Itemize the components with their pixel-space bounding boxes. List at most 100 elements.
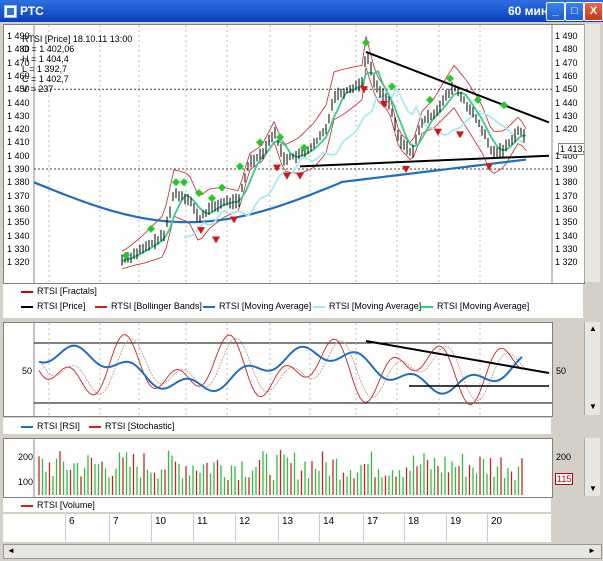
fractal-up-marker bbox=[172, 178, 180, 187]
fractal-up-marker bbox=[208, 194, 216, 203]
close-button[interactable]: X bbox=[584, 2, 603, 21]
osc-scrollbar[interactable]: ▲ ▼ bbox=[584, 322, 600, 415]
date-separator bbox=[319, 514, 320, 542]
osc-axis-right: 50 bbox=[556, 366, 567, 376]
fractal-down-marker bbox=[296, 172, 304, 180]
fractal-up-marker bbox=[256, 138, 264, 147]
info-close: C = 1 402,7 bbox=[22, 74, 69, 84]
date-axis: 6 7 10 11 12 13 14 17 18 19 20 bbox=[3, 514, 551, 542]
fractal-down-marker bbox=[273, 164, 281, 172]
ohlc-info: RTSI [Price] 18.10.11 13:00 O = 1 402,06… bbox=[22, 34, 132, 94]
bollinger-upper bbox=[121, 36, 527, 252]
date-label: 18 bbox=[408, 516, 420, 527]
volume-panel[interactable] bbox=[3, 438, 553, 498]
maximize-button[interactable]: □ bbox=[565, 2, 584, 21]
osc-legend: RTSI [RSI] RTSI [Stochastic] bbox=[3, 418, 551, 434]
info-open: O = 1 402,06 bbox=[22, 44, 75, 54]
date-label: 13 bbox=[282, 516, 294, 527]
fractal-down-marker bbox=[434, 128, 442, 136]
vol-axis-200: 200 bbox=[18, 452, 34, 462]
price-tick-right: 1 380 bbox=[555, 177, 578, 188]
date-separator bbox=[151, 514, 152, 542]
fractal-down-marker bbox=[360, 86, 368, 94]
osc-axis-left: 50 bbox=[22, 366, 33, 376]
fractal-up-marker bbox=[195, 188, 203, 197]
legend-fractals: RTSI [Fractals] bbox=[21, 286, 97, 296]
legend-ma-fast: RTSI [Moving Average] bbox=[421, 301, 529, 311]
volume-chart[interactable] bbox=[4, 439, 552, 497]
price-tick-left: 1 350 bbox=[7, 217, 30, 228]
fractal-up-marker bbox=[474, 95, 482, 104]
fractal-up-marker bbox=[180, 178, 188, 187]
price-tick-right: 1 430 bbox=[555, 110, 578, 121]
trendline-support bbox=[299, 154, 550, 168]
info-title: RTSI [Price] 18.10.11 13:00 bbox=[22, 34, 133, 44]
vol-axis-100: 100 bbox=[18, 477, 34, 487]
date-separator bbox=[404, 514, 405, 542]
price-tick-right: 1 360 bbox=[555, 203, 578, 214]
date-separator bbox=[235, 514, 236, 542]
fractal-up-marker bbox=[147, 224, 155, 233]
info-low: L = 1 392,7 bbox=[22, 64, 67, 74]
price-tick-right: 1 450 bbox=[555, 84, 578, 95]
fractal-up-marker bbox=[122, 251, 130, 260]
price-tick-right: 1 390 bbox=[555, 164, 578, 174]
fractal-up-marker bbox=[362, 38, 370, 47]
fractal-down-marker bbox=[402, 166, 410, 173]
price-tick-left: 1 340 bbox=[7, 230, 30, 241]
price-tick-left: 1 490 bbox=[7, 31, 30, 41]
price-legend: RTSI [Fractals] RTSI [Price] RTSI [Bolli… bbox=[3, 284, 583, 318]
price-chart[interactable] bbox=[4, 25, 584, 283]
fractal-up-marker bbox=[388, 82, 396, 91]
price-tick-right: 1 480 bbox=[555, 44, 578, 55]
price-tick-right: 1 470 bbox=[555, 57, 578, 68]
price-tick-left: 1 410 bbox=[7, 137, 30, 148]
fractal-up-marker bbox=[300, 143, 308, 152]
price-tick-left: 1 430 bbox=[7, 110, 30, 121]
fractal-down-marker bbox=[283, 172, 291, 180]
date-separator bbox=[278, 514, 279, 542]
fractal-up-marker bbox=[218, 183, 226, 192]
vol-scrollbar[interactable]: ▼ bbox=[584, 438, 600, 496]
legend-stochastic: RTSI [Stochastic] bbox=[89, 421, 174, 431]
stochastic-line bbox=[38, 334, 523, 406]
date-label: 14 bbox=[323, 516, 335, 527]
osc-trendline bbox=[365, 340, 550, 374]
price-tick-left: 1 460 bbox=[7, 70, 30, 81]
date-label: 10 bbox=[155, 516, 167, 527]
window-title: РТС bbox=[20, 4, 44, 18]
date-label: 6 bbox=[69, 516, 75, 527]
price-tick-right: 1 340 bbox=[555, 230, 578, 241]
price-tick-left: 1 420 bbox=[7, 124, 30, 135]
rsi-line bbox=[38, 344, 523, 395]
app-icon bbox=[4, 5, 17, 18]
fractal-up-marker bbox=[276, 133, 284, 142]
date-separator bbox=[109, 514, 110, 542]
price-tick-right: 1 400 bbox=[555, 150, 578, 161]
price-tick-right: 1 330 bbox=[555, 243, 578, 254]
legend-bollinger: RTSI [Bollinger Bands] bbox=[95, 301, 202, 311]
fractal-up-marker bbox=[500, 101, 508, 110]
ma-long-line bbox=[33, 158, 527, 224]
date-label: 20 bbox=[491, 516, 503, 527]
horizontal-scrollbar[interactable]: ◄ ► bbox=[3, 544, 602, 559]
date-separator bbox=[65, 514, 66, 542]
price-chart-panel[interactable]: RTSI [Price] 18.10.11 13:00 O = 1 402,06… bbox=[3, 24, 585, 284]
vol-axis-right: 200 bbox=[556, 452, 572, 462]
date-label: 7 bbox=[113, 516, 119, 527]
oscillator-panel[interactable] bbox=[3, 322, 553, 417]
price-scrollbar[interactable] bbox=[584, 24, 600, 282]
date-separator bbox=[446, 514, 447, 542]
legend-volume: RTSI [Volume] bbox=[21, 500, 95, 510]
price-tick-right: 1 320 bbox=[555, 257, 578, 268]
price-tick-right: 1 420 bbox=[555, 124, 578, 135]
fractal-down-marker bbox=[230, 216, 238, 224]
current-volume-label: 115 bbox=[555, 473, 574, 485]
trendline-resistance bbox=[365, 51, 550, 124]
price-tick-left: 1 400 bbox=[7, 150, 30, 161]
price-tick-left: 1 480 bbox=[7, 44, 30, 55]
title-bar: РТС 60 минут _ □ X bbox=[0, 0, 603, 22]
oscillator-chart[interactable] bbox=[4, 323, 552, 416]
minimize-button[interactable]: _ bbox=[546, 2, 565, 21]
fractal-down-marker bbox=[197, 227, 205, 235]
